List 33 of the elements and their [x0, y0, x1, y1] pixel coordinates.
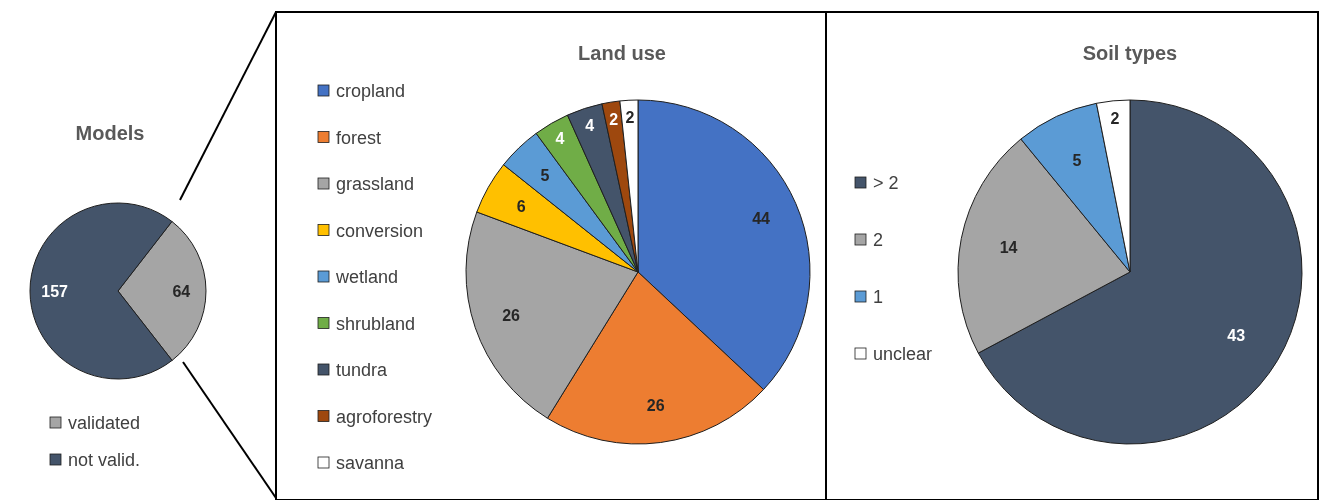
data-label: 26: [646, 396, 665, 414]
chart-title: Soil types: [1082, 42, 1178, 64]
data-label: 64: [172, 282, 191, 300]
legend-label: tundra: [336, 360, 389, 381]
data-label: 26: [502, 307, 521, 325]
data-label: 157: [41, 282, 69, 300]
legend-label: forest: [336, 127, 382, 148]
legend-label: savanna: [336, 453, 406, 474]
legend-label: cropland: [336, 81, 406, 102]
data-label: 2: [625, 109, 635, 127]
data-label: 14: [999, 239, 1018, 257]
chart-title: Models: [75, 122, 145, 144]
legend-label: shrubland: [336, 313, 416, 334]
legend-label: validated: [68, 413, 141, 434]
legend-label: > 2: [873, 173, 899, 194]
legend-label: unclear: [873, 344, 933, 365]
data-label: 6: [516, 197, 526, 215]
data-label: 2: [609, 110, 619, 128]
legend-label: wetland: [335, 267, 399, 288]
data-label: 43: [1227, 327, 1246, 345]
legend-label: 2: [873, 230, 884, 251]
chart-title: Land use: [578, 42, 666, 64]
data-label: 4: [585, 116, 595, 134]
legend-label: agroforestry: [336, 406, 433, 427]
data-label: 2: [1110, 109, 1120, 127]
legend-label: not valid.: [68, 450, 141, 471]
legend-label: 1: [873, 287, 884, 308]
data-label: 5: [1072, 151, 1082, 169]
data-label: 5: [540, 166, 550, 184]
data-label: 44: [752, 210, 771, 228]
data-label: 4: [555, 129, 565, 147]
legend-label: conversion: [336, 220, 424, 241]
legend-label: grassland: [336, 174, 415, 195]
